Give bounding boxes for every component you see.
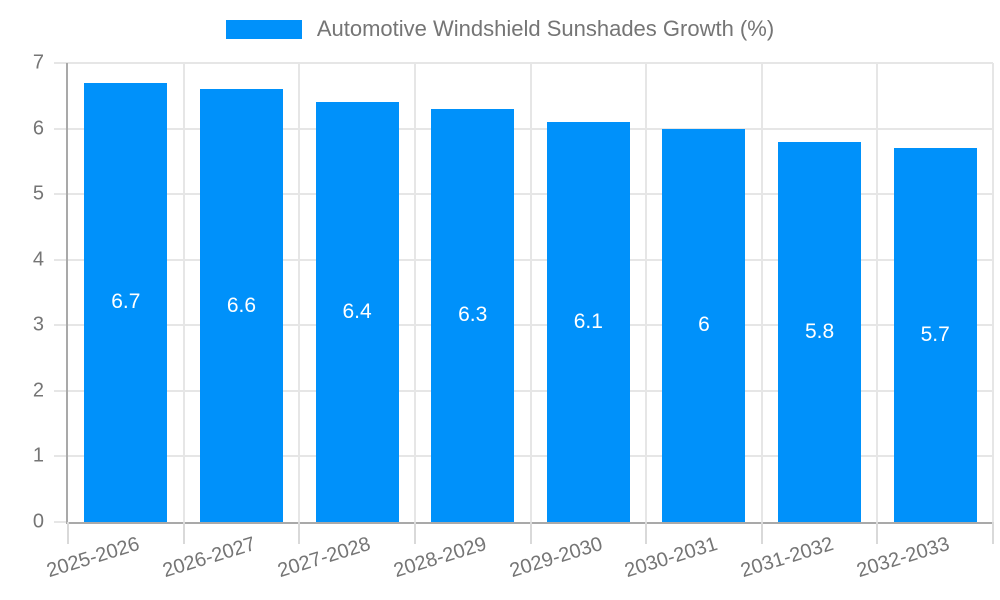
- y-axis-tick-label: 5: [32, 182, 44, 205]
- x-axis-label: 2032-2033: [853, 533, 952, 583]
- bar[interactable]: 6.6: [199, 89, 283, 522]
- gridline-vertical: [645, 63, 648, 522]
- bar-value-label: 6.7: [111, 290, 141, 314]
- x-axis-tick: [876, 522, 879, 544]
- gridline-vertical: [876, 63, 879, 522]
- y-axis-tick-label: 0: [32, 510, 44, 533]
- legend: Automotive Windshield Sunshades Growth (…: [0, 0, 1000, 58]
- y-axis-tick: [54, 389, 68, 392]
- x-axis-tick: [67, 522, 69, 544]
- y-axis-tick: [54, 521, 68, 523]
- gridline-vertical: [992, 63, 994, 522]
- bar-value-label: 6.6: [226, 293, 257, 317]
- gridline-vertical: [182, 63, 185, 522]
- bar[interactable]: 5.7: [893, 148, 977, 522]
- x-axis-tick: [992, 522, 994, 544]
- bar[interactable]: 6.3: [431, 108, 515, 522]
- bar-value-label: 6.4: [342, 300, 372, 324]
- bar[interactable]: 6.4: [315, 102, 399, 522]
- bar[interactable]: 6.7: [84, 82, 168, 522]
- x-axis-label: 2029-2030: [506, 533, 605, 583]
- x-axis-tick: [645, 522, 648, 544]
- x-axis-label: 2031-2032: [738, 533, 836, 583]
- chart-title: Automotive Windshield Sunshades Growth (…: [316, 16, 775, 41]
- gridline-vertical: [413, 63, 416, 522]
- y-axis-tick-label: 3: [32, 313, 44, 336]
- bar-value-label: 6: [698, 313, 710, 337]
- y-axis-tick: [54, 193, 68, 196]
- y-axis-tick-label: 1: [32, 444, 44, 467]
- x-axis-label: 2027-2028: [275, 533, 374, 583]
- bar-value-label: 5.7: [920, 323, 950, 347]
- y-axis-tick: [54, 62, 68, 64]
- bar[interactable]: 6.1: [546, 122, 630, 522]
- x-axis-label: 2025-2026: [44, 533, 143, 583]
- x-axis-tick: [182, 522, 185, 544]
- bar-value-label: 6.1: [573, 310, 603, 333]
- gridline-vertical: [529, 63, 532, 522]
- plot-area: 0 1 2 3 4 5 6 7 6.7 6.6 6.4 6.3 6.1 6 5.8 5.7 2025-2026 2…: [33, 52, 994, 582]
- bar-value-label: 5.8: [804, 319, 835, 343]
- y-axis-tick-label: 2: [32, 379, 44, 402]
- gridline-vertical: [760, 63, 763, 522]
- gridline-vertical: [298, 63, 301, 522]
- y-axis-tick-label: 7: [32, 51, 44, 74]
- x-axis-tick: [298, 522, 301, 544]
- x-axis-tick: [413, 522, 416, 544]
- legend-swatch: [225, 19, 302, 39]
- x-axis-label: 2026-2027: [159, 533, 258, 583]
- y-axis-tick: [54, 455, 68, 458]
- bar-value-label: 6.3: [458, 303, 488, 327]
- x-axis-tick: [760, 522, 763, 544]
- bar[interactable]: 5.8: [778, 141, 862, 522]
- y-axis-tick: [54, 324, 68, 327]
- bar[interactable]: 6: [662, 128, 746, 522]
- y-axis-tick: [54, 127, 68, 130]
- x-axis-tick: [529, 522, 532, 544]
- x-axis-label: 2028-2029: [391, 533, 490, 583]
- y-axis-tick-label: 4: [32, 248, 44, 271]
- x-axis-label: 2030-2031: [622, 533, 721, 583]
- y-axis-tick-label: 6: [32, 117, 44, 140]
- y-axis-tick: [54, 258, 68, 261]
- y-axis-line: [66, 63, 68, 522]
